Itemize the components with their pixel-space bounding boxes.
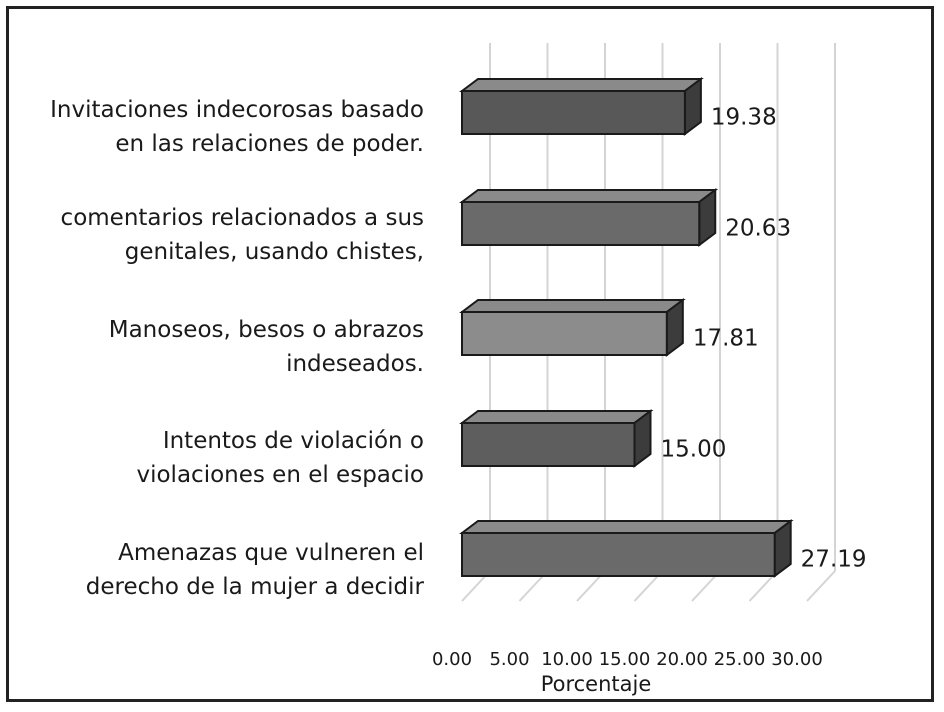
category-label: Invitaciones indecorosas basado — [50, 97, 424, 123]
value-label: 19.38 — [711, 105, 777, 131]
category-label: comentarios relacionados a sus — [61, 205, 424, 231]
chart-svg: 0.00 5.00 10.00 15.00 20.00 25.00 30.0019.38In… — [50, 43, 867, 696]
bar-layer — [459, 77, 794, 578]
x-tick-label: 10.00 — [541, 649, 593, 670]
x-tick-label: 15.00 — [599, 649, 651, 670]
value-label: 20.63 — [725, 216, 791, 242]
category-label: indeseados. — [286, 351, 424, 377]
value-label: 15.00 — [661, 437, 727, 463]
x-tick-label: 25.00 — [714, 649, 766, 670]
category-label: violaciones en el espacio — [136, 462, 424, 488]
category-label: Amenazas que vulneren el — [118, 540, 424, 566]
bar — [459, 409, 654, 468]
bar-front-face — [461, 201, 701, 246]
bar-top-face — [459, 410, 654, 424]
bar-top-face — [459, 520, 794, 534]
value-label: 27.19 — [801, 547, 867, 573]
bar — [459, 77, 704, 136]
x-tick-label: 20.00 — [656, 649, 708, 670]
category-label: en las relaciones de poder. — [115, 131, 424, 157]
category-label: genitales, usando chistes, — [125, 239, 424, 265]
x-tick-label: 30.00 — [771, 649, 823, 670]
x-tick-label: 0.00 — [432, 649, 472, 670]
x-tick-label: 5.00 — [489, 649, 529, 670]
bar-front-face — [461, 422, 636, 467]
grid-floor-line — [806, 570, 836, 602]
bar-front-face — [461, 311, 668, 356]
bar-front-face — [461, 90, 686, 135]
bar — [459, 188, 719, 247]
x-axis-title: Porcentaje — [541, 672, 652, 696]
bar-top-face — [459, 299, 686, 313]
bar — [459, 298, 686, 357]
category-label: Intentos de violación o — [163, 428, 424, 454]
bar-top-face — [459, 78, 704, 92]
bar — [459, 519, 794, 578]
label-layer: 0.00 5.00 10.00 15.00 20.00 25.00 30.0019.38In… — [50, 97, 866, 670]
bar-top-face — [459, 189, 719, 203]
chart-frame: 0.00 5.00 10.00 15.00 20.00 25.00 30.00 19.38 In… — [6, 6, 934, 702]
bar-front-face — [461, 532, 776, 577]
category-label: Manoseos, besos o abrazos — [109, 317, 424, 343]
category-label: derecho de la mujer a decidir — [86, 574, 425, 600]
value-label: 17.81 — [693, 326, 759, 352]
